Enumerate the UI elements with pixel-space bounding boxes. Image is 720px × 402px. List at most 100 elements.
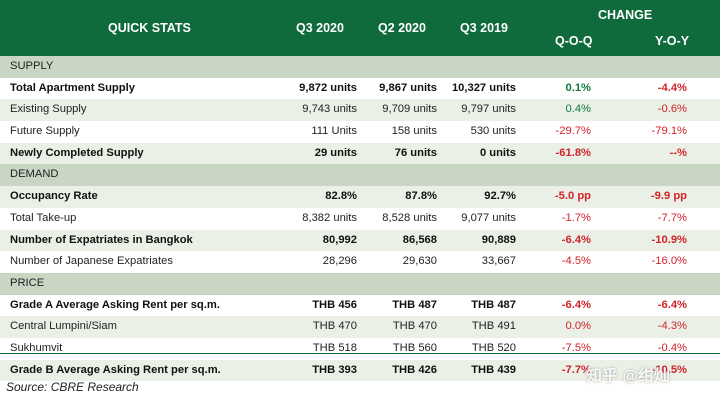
value-q3-2020: THB 393 — [312, 363, 357, 376]
value-q3-2019: 10,327 units — [451, 81, 516, 94]
section-label: DEMAND — [10, 168, 59, 181]
row-label: Future Supply — [10, 125, 80, 138]
row-label: Total Take-up — [10, 211, 77, 224]
change-qoq: 0.4% — [565, 103, 592, 116]
change-yoy: -9.9 pp — [650, 190, 687, 203]
value-q3-2019: 9,077 units — [461, 211, 516, 224]
header-title: QUICK STATS — [108, 21, 191, 35]
value-q3-2020: THB 470 — [312, 320, 357, 333]
change-qoq: -5.0 pp — [554, 190, 591, 203]
value-q3-2019: 33,667 — [481, 255, 516, 268]
table-row: Occupancy Rate 82.8% 87.8% 92.7% -5.0 pp -9.9… — [0, 186, 720, 208]
change-yoy: --% — [669, 146, 687, 159]
change-qoq: -6.4% — [561, 298, 591, 311]
table-row: Grade A Average Asking Rent per sq.m. THB… — [0, 295, 720, 317]
header-q3-2020: Q3 2020 — [296, 21, 344, 35]
section-label: SUPPLY — [10, 60, 54, 72]
value-q3-2020: THB 518 — [312, 341, 357, 354]
table-row: Total Take-up 8,382 units 8,528 units 9,077… — [0, 208, 720, 230]
value-q3-2020: 28,296 — [322, 255, 357, 268]
section-row: DEMAND — [0, 164, 720, 187]
row-label: Number of Expatriates in Bangkok — [10, 233, 193, 246]
change-qoq: -7.7% — [561, 363, 591, 376]
value-q3-2020: 80,992 — [322, 233, 357, 246]
change-yoy: -79.1% — [651, 125, 687, 138]
change-qoq: 0.0% — [565, 320, 592, 333]
value-q3-2019: 530 units — [470, 125, 516, 138]
value-q3-2020: THB 456 — [312, 298, 357, 311]
section-label: PRICE — [10, 276, 45, 289]
row-label: Total Apartment Supply — [10, 81, 135, 94]
value-q2-2020: 87.8% — [405, 190, 437, 203]
value-q2-2020: 76 units — [394, 146, 437, 159]
change-yoy: -16.0% — [651, 255, 687, 268]
change-yoy: -10.9% — [651, 233, 687, 246]
row-label: Sukhumvit — [10, 341, 63, 354]
change-yoy: -7.7% — [657, 211, 687, 224]
header-q2-2020: Q2 2020 — [378, 21, 426, 35]
value-q3-2020: 111 Units — [311, 125, 357, 138]
value-q3-2019: THB 491 — [471, 320, 516, 333]
value-q3-2019: 92.7% — [484, 190, 516, 203]
change-yoy: -4.3% — [657, 320, 687, 333]
row-label: Existing Supply — [10, 103, 87, 116]
row-label: Grade B Average Asking Rent per sq.m. — [10, 363, 221, 376]
row-label: Grade A Average Asking Rent per sq.m. — [10, 298, 220, 311]
value-q3-2019: 90,889 — [481, 233, 516, 246]
table-row: Existing Supply 9,743 units 9,709 units 9,7… — [0, 99, 720, 122]
value-q3-2019: THB 487 — [471, 298, 516, 311]
table-row: Newly Completed Supply 29 units 76 units 0 … — [0, 142, 720, 165]
value-q3-2019: THB 520 — [471, 341, 516, 354]
value-q2-2020: THB 487 — [392, 298, 437, 311]
value-q2-2020: THB 470 — [392, 320, 437, 333]
change-qoq: -61.8% — [555, 146, 591, 159]
change-qoq: -1.7% — [561, 211, 591, 224]
value-q2-2020: THB 560 — [392, 341, 437, 354]
header-qoq: Q-O-Q — [555, 34, 593, 48]
change-qoq: -6.4% — [561, 233, 591, 246]
table-row: Central Lumpini/Siam THB 470 THB 470 THB 49… — [0, 316, 720, 338]
row-label: Number of Japanese Expatriates — [10, 255, 173, 268]
table-header: QUICK STATS Q3 2020 Q2 2020 Q3 2019 CHAN… — [0, 0, 720, 56]
section-row: SUPPLY — [0, 56, 720, 78]
value-q3-2020: 9,743 units — [302, 103, 357, 116]
table-row: Total Apartment Supply 9,872 units 9,867 u… — [0, 78, 720, 100]
value-q2-2020: 158 units — [391, 125, 437, 138]
value-q3-2020: 8,382 units — [302, 211, 357, 224]
change-yoy: -6.4% — [657, 298, 687, 311]
value-q3-2019: 0 units — [479, 146, 516, 159]
source-note: Source: CBRE Research — [6, 380, 139, 394]
value-q3-2020: 82.8% — [325, 190, 357, 203]
value-q3-2019: 9,797 units — [461, 103, 516, 116]
header-q3-2019: Q3 2019 — [460, 21, 508, 35]
change-yoy: -10.5% — [651, 363, 687, 376]
value-q3-2020: 9,872 units — [299, 81, 357, 94]
bottom-divider — [0, 353, 720, 354]
value-q2-2020: 86,568 — [402, 233, 437, 246]
change-yoy: -0.4% — [657, 341, 687, 354]
value-q3-2020: 29 units — [314, 146, 357, 159]
row-label: Central Lumpini/Siam — [10, 320, 117, 333]
row-label: Occupancy Rate — [10, 190, 98, 203]
value-q2-2020: 9,709 units — [382, 103, 437, 116]
table-row: Grade B Average Asking Rent per sq.m. THB… — [0, 359, 720, 382]
row-label: Newly Completed Supply — [10, 146, 144, 159]
table-row: Future Supply 111 Units 158 units 530 units… — [0, 121, 720, 143]
change-yoy: -0.6% — [657, 103, 687, 116]
change-qoq: -4.5% — [561, 255, 591, 268]
table-row: Number of Expatriates in Bangkok 80,992 86… — [0, 229, 720, 252]
header-yoy: Y-O-Y — [655, 34, 690, 48]
value-q2-2020: THB 426 — [392, 363, 437, 376]
value-q2-2020: 8,528 units — [382, 211, 437, 224]
change-qoq: -29.7% — [555, 125, 591, 138]
header-change: CHANGE — [598, 8, 653, 22]
change-qoq: -7.5% — [561, 341, 591, 354]
value-q2-2020: 29,630 — [402, 255, 437, 268]
value-q2-2020: 9,867 units — [379, 81, 437, 94]
watermark: 知乎 @绀灿 — [586, 368, 671, 385]
change-yoy: -4.4% — [657, 81, 687, 94]
table-row: Number of Japanese Expatriates 28,296 29,6… — [0, 251, 720, 273]
change-qoq: 0.1% — [565, 81, 592, 94]
section-row: PRICE — [0, 272, 720, 295]
